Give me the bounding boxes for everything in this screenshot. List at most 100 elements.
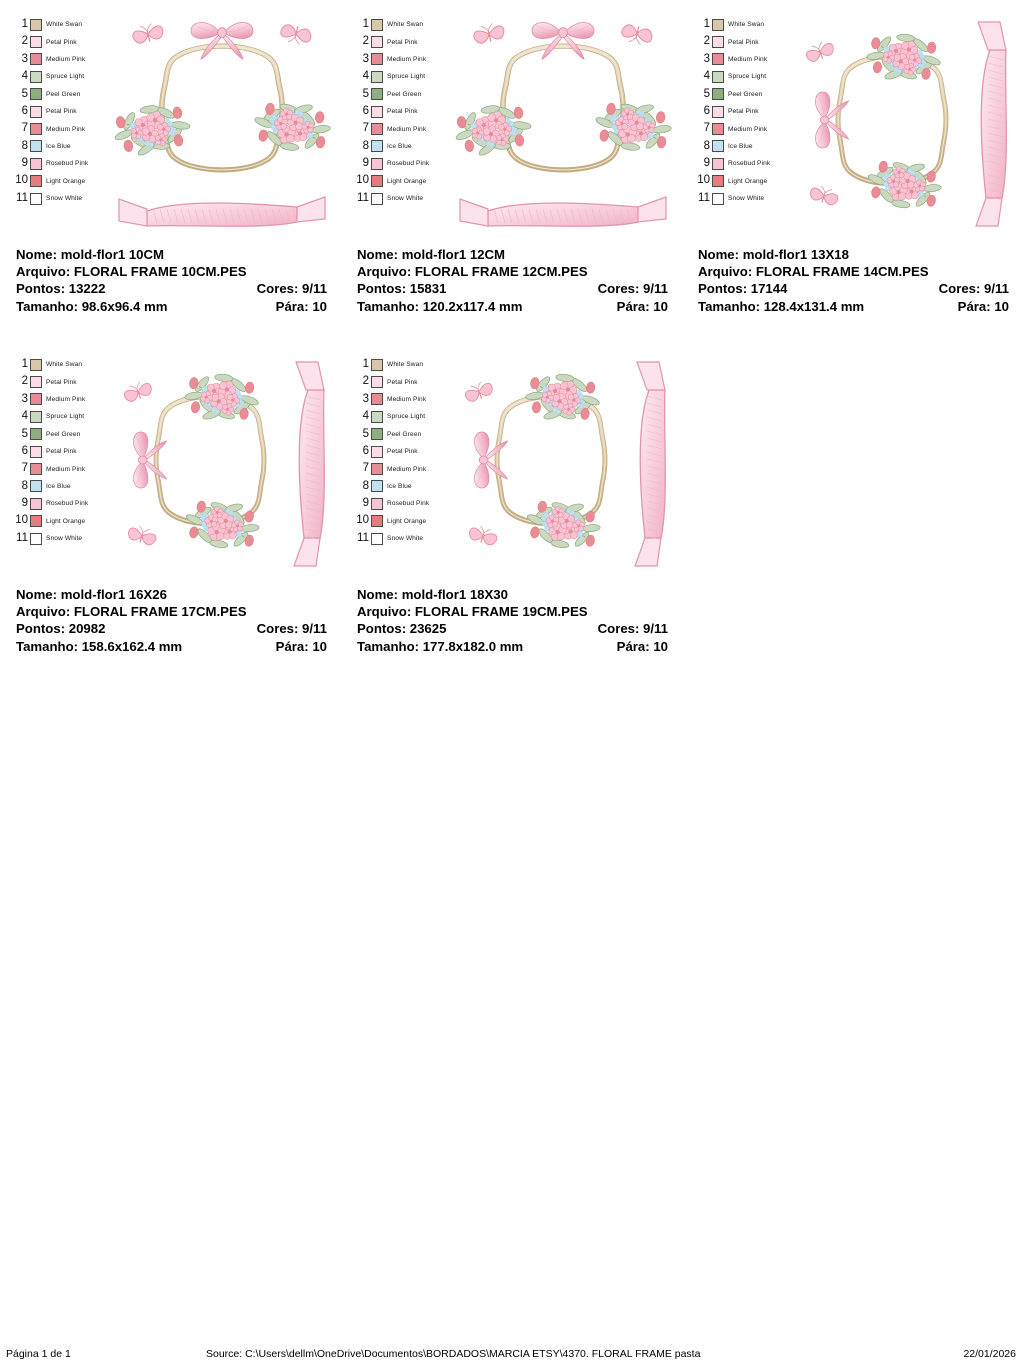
design-stops: Pára: 10 [957, 298, 1009, 314]
legend-number: 9 [703, 157, 710, 170]
design-card[interactable]: 1 White Swan 2 Petal Pink 3 Medium Pink 4 Spruc… [341, 348, 682, 653]
color-legend: 1 White Swan 2 Petal Pink 3 Medium Pink 4 Spruc… [14, 356, 114, 547]
legend-color-name: Peel Green [728, 90, 763, 98]
legend-color-swatch [371, 36, 383, 49]
legend-color-swatch [30, 463, 42, 476]
legend-color-swatch [371, 376, 383, 389]
legend-row: 10 Light Orange [14, 173, 114, 190]
legend-number: 9 [21, 157, 28, 170]
legend-row: 6 Petal Pink [14, 103, 114, 120]
legend-color-name: Petal Pink [387, 38, 418, 46]
legend-color-swatch [371, 53, 383, 66]
legend-row: 11 Snow White [14, 190, 114, 207]
legend-color-name: Spruce Light [728, 73, 767, 81]
legend-number: 4 [21, 410, 28, 423]
footer-date: 22/01/2026 [963, 1348, 1016, 1360]
design-card-empty [682, 348, 1023, 586]
design-card[interactable]: 1 White Swan 2 Petal Pink 3 Medium Pink 4 Spruc… [682, 8, 1023, 313]
legend-color-swatch [30, 410, 42, 423]
legend-row: 8 Ice Blue [696, 138, 796, 155]
legend-color-name: White Swan [46, 21, 83, 29]
legend-color-name: Medium Pink [46, 55, 86, 63]
design-card[interactable]: 1 White Swan 2 Petal Pink 3 Medium Pink 4 Spruc… [341, 8, 682, 314]
legend-color-name: Spruce Light [387, 73, 426, 81]
legend-color-swatch [371, 445, 383, 458]
color-legend: 1 White Swan 2 Petal Pink 3 Medium Pink 4 Spruc… [355, 356, 455, 547]
legend-color-swatch [371, 18, 383, 31]
legend-row: 10 Light Orange [14, 513, 114, 530]
legend-number: 7 [21, 122, 28, 135]
legend-row: 3 Medium Pink [14, 391, 114, 408]
legend-row: 6 Petal Pink [14, 443, 114, 460]
legend-color-swatch [30, 428, 42, 441]
legend-number: 7 [21, 462, 28, 475]
legend-number: 5 [703, 87, 710, 100]
legend-color-name: Snow White [46, 535, 83, 543]
design-artwork-area: 1 White Swan 2 Petal Pink 3 Medium Pink 4 Spruc… [0, 8, 341, 246]
design-stitches: Pontos: 17144 [698, 281, 788, 297]
legend-color-name: White Swan [728, 21, 765, 29]
legend-color-name: Petal Pink [46, 108, 77, 116]
legend-color-name: Petal Pink [46, 448, 77, 456]
legend-color-swatch [712, 53, 724, 66]
legend-row: 6 Petal Pink [355, 443, 455, 460]
legend-color-swatch [371, 192, 383, 205]
design-size: Tamanho: 158.6x162.4 mm [16, 638, 183, 654]
legend-color-name: Petal Pink [387, 378, 418, 386]
legend-number: 10 [15, 174, 28, 187]
legend-color-swatch [371, 463, 383, 476]
design-card[interactable]: 1 White Swan 2 Petal Pink 3 Medium Pink 4 Spruc… [0, 8, 341, 314]
legend-color-name: Rosebud Pink [46, 500, 89, 508]
legend-color-name: Rosebud Pink [46, 160, 89, 168]
legend-row: 10 Light Orange [696, 173, 796, 190]
legend-number: 11 [357, 191, 369, 204]
design-colors: Cores: 9/11 [256, 621, 327, 637]
legend-color-swatch [30, 123, 42, 136]
legend-color-swatch [371, 410, 383, 423]
design-card[interactable]: 1 White Swan 2 Petal Pink 3 Medium Pink 4 Spruc… [0, 348, 341, 653]
legend-number: 6 [362, 444, 369, 457]
legend-number: 6 [21, 444, 28, 457]
legend-row: 5 Peel Green [14, 86, 114, 103]
legend-number: 3 [362, 392, 369, 405]
legend-color-name: Medium Pink [387, 465, 427, 473]
legend-row: 9 Rosebud Pink [355, 495, 455, 512]
legend-color-swatch [371, 123, 383, 136]
design-name: Nome: mold-flor1 13X18 [698, 247, 849, 262]
design-stitches: Pontos: 13222 [16, 281, 106, 297]
design-stops: Pára: 10 [275, 638, 327, 654]
legend-number: 7 [362, 122, 369, 135]
legend-row: 3 Medium Pink [14, 51, 114, 68]
legend-number: 5 [362, 87, 369, 100]
legend-number: 10 [356, 514, 369, 527]
legend-number: 1 [21, 357, 28, 370]
legend-color-swatch [371, 497, 383, 510]
legend-number: 1 [703, 17, 710, 30]
legend-color-swatch [30, 36, 42, 49]
design-info: Nome: mold-flor1 18X30 Arquivo: FLORAL FR… [357, 586, 682, 655]
legend-number: 4 [703, 70, 710, 83]
legend-color-swatch [712, 105, 724, 118]
legend-number: 1 [21, 17, 28, 30]
legend-color-swatch [30, 157, 42, 170]
design-name: Nome: mold-flor1 18X30 [357, 587, 508, 602]
design-name: Nome: mold-flor1 10CM [16, 247, 165, 262]
legend-color-name: Spruce Light [46, 73, 85, 81]
legend-row: 7 Medium Pink [14, 120, 114, 137]
design-size: Tamanho: 120.2x117.4 mm [357, 298, 523, 314]
legend-color-swatch [30, 497, 42, 510]
design-artwork-area: 1 White Swan 2 Petal Pink 3 Medium Pink 4 Spruc… [341, 8, 682, 246]
legend-row: 3 Medium Pink [355, 391, 455, 408]
legend-color-swatch [30, 480, 42, 493]
legend-color-swatch [712, 157, 724, 170]
legend-number: 10 [697, 174, 710, 187]
legend-color-swatch [371, 358, 383, 371]
legend-row: 2 Petal Pink [14, 33, 114, 50]
legend-number: 2 [21, 375, 28, 388]
legend-color-name: Medium Pink [387, 55, 427, 63]
embroidery-preview-vertical [805, 21, 1007, 227]
legend-row: 9 Rosebud Pink [696, 155, 796, 172]
legend-number: 4 [362, 410, 369, 423]
legend-row: 9 Rosebud Pink [14, 155, 114, 172]
